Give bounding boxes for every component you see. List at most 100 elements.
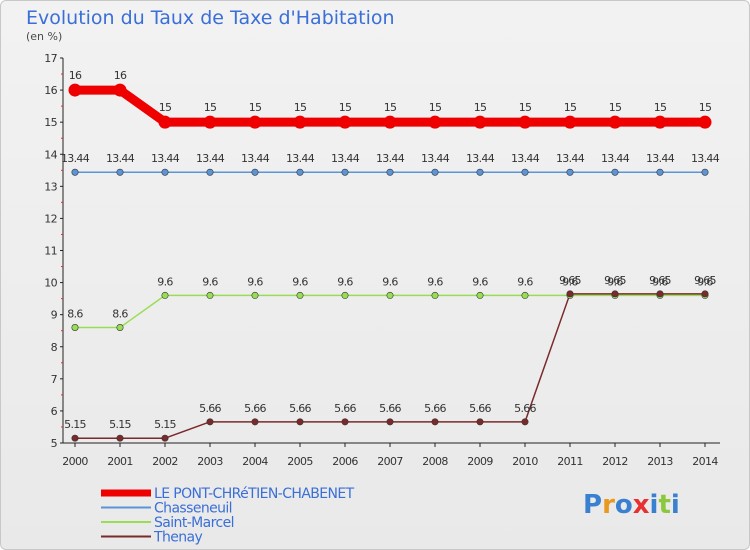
data-point: [611, 168, 619, 176]
data-label: 9.65: [694, 274, 716, 287]
data-label: 9.6: [607, 275, 623, 288]
data-label: 9.6: [697, 275, 713, 288]
data-point: [521, 291, 529, 299]
data-label: 13.44: [286, 152, 315, 165]
data-point: [608, 115, 622, 129]
data-label: 13.44: [151, 152, 180, 165]
data-label: 8.6: [112, 308, 128, 321]
x-tick-label: 2010: [512, 455, 538, 468]
data-point: [476, 418, 484, 426]
data-point: [386, 418, 394, 426]
x-tick-label: 2000: [62, 455, 88, 468]
logo-letter: o: [615, 490, 633, 520]
data-label: 15: [474, 101, 487, 114]
data-label: 5.15: [109, 418, 131, 431]
data-label: 15: [159, 101, 172, 114]
data-point: [206, 291, 214, 299]
logo-letter: P: [583, 490, 602, 520]
data-label: 9.6: [382, 275, 398, 288]
data-point: [428, 115, 442, 129]
data-point: [296, 291, 304, 299]
x-tick-label: 2012: [602, 455, 628, 468]
data-point: [521, 168, 529, 176]
data-label: 9.6: [337, 275, 353, 288]
data-point: [563, 115, 577, 129]
data-label: 13.44: [646, 152, 675, 165]
x-tick-label: 2013: [647, 455, 673, 468]
data-point: [431, 418, 439, 426]
data-label: 13.44: [106, 152, 135, 165]
series-line-2: [75, 294, 705, 329]
data-point: [71, 168, 79, 176]
data-label: 9.65: [604, 274, 626, 287]
data-label: 5.66: [334, 402, 356, 415]
chart-subtitle: (en %): [26, 30, 62, 43]
data-label: 5.66: [424, 402, 446, 415]
data-label: 5.66: [199, 402, 221, 415]
y-tick-label: 15: [44, 116, 57, 129]
data-point: [701, 290, 709, 298]
data-label: 5.66: [514, 402, 536, 415]
legend-label: Thenay: [153, 530, 202, 546]
data-point: [518, 115, 532, 129]
data-label: 13.44: [556, 152, 585, 165]
data-label: 13.44: [196, 152, 225, 165]
x-tick-label: 2007: [377, 455, 403, 468]
data-label: 15: [699, 101, 712, 114]
data-label: 9.6: [562, 275, 578, 288]
data-point: [701, 168, 709, 176]
y-tick-label: 11: [44, 245, 57, 258]
data-point: [476, 291, 484, 299]
data-point: [656, 168, 664, 176]
data-point: [338, 115, 352, 129]
data-label: 9.65: [649, 274, 671, 287]
x-tick-label: 2006: [332, 455, 358, 468]
y-tick-label: 8: [51, 341, 58, 354]
data-point: [158, 115, 172, 129]
data-label: 15: [384, 101, 397, 114]
data-label: 15: [204, 101, 217, 114]
data-point: [476, 168, 484, 176]
data-point: [161, 291, 169, 299]
data-label: 16: [69, 69, 82, 82]
data-label: 5.15: [64, 418, 86, 431]
data-label: 9.6: [247, 275, 263, 288]
data-label: 9.65: [559, 274, 581, 287]
legend-label: LE PONT-CHRéTIEN-CHABENET: [154, 486, 355, 502]
data-label: 15: [609, 101, 622, 114]
y-tick-label: 9: [51, 309, 58, 322]
data-point: [473, 115, 487, 129]
data-label: 13.44: [691, 152, 720, 165]
x-tick-labels: 2000 2001 2002 2003 2004 2005 2006 2007 2008 2009…: [62, 455, 719, 468]
data-point: [203, 115, 217, 129]
data-label: 5.66: [244, 402, 266, 415]
data-point: [653, 115, 667, 129]
data-point: [116, 434, 124, 442]
data-label: 9.6: [517, 275, 533, 288]
data-point: [161, 168, 169, 176]
data-label: 15: [294, 101, 307, 114]
data-label: 13.44: [601, 152, 630, 165]
logo-letter: i: [650, 490, 659, 520]
data-label: 15: [339, 101, 352, 114]
data-point: [251, 418, 259, 426]
y-tick-label: 17: [44, 52, 57, 65]
y-tick-label: 13: [44, 180, 57, 193]
x-tick-label: 2008: [422, 455, 448, 468]
x-tick-label: 2011: [557, 455, 583, 468]
data-labels: 16 16 15 15 15 15 15 15 15 15 15 15 15 15 15 13.44 13.44…: [61, 69, 720, 431]
legend: LE PONT-CHRéTIEN-CHABENETChasseneuilSain…: [101, 486, 355, 546]
data-point: [341, 291, 349, 299]
x-tick-label: 2004: [242, 455, 268, 468]
data-label: 9.6: [472, 275, 488, 288]
data-point: [116, 168, 124, 176]
data-label: 8.6: [67, 308, 83, 321]
y-tick-labels: 5 6 7 8 9 10 11 12 13 14 15 16 17: [44, 52, 58, 450]
data-label: 15: [249, 101, 262, 114]
x-tick-label: 2005: [287, 455, 313, 468]
data-point: [206, 168, 214, 176]
data-point: [611, 290, 619, 298]
x-tick-label: 2001: [107, 455, 133, 468]
data-point: [161, 434, 169, 442]
